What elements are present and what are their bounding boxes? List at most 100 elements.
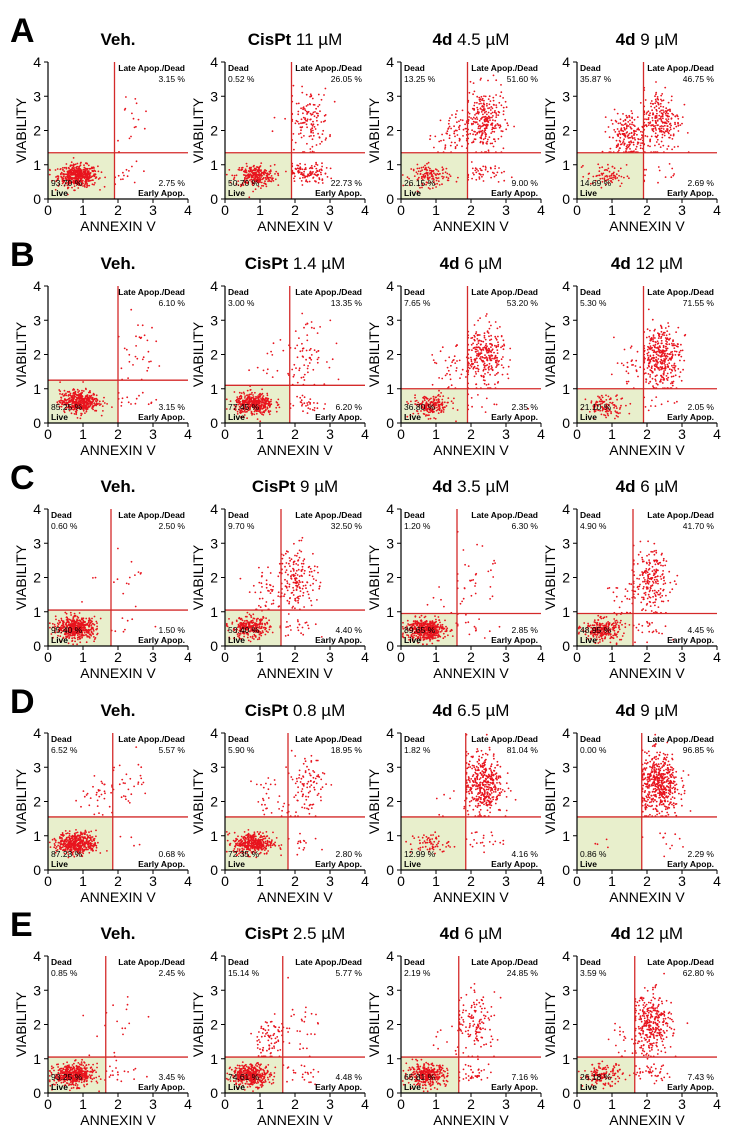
event-dot <box>325 139 327 141</box>
event-dot <box>492 112 494 114</box>
event-dot <box>442 172 444 174</box>
event-dot <box>428 418 430 420</box>
y-tick-label: 4 <box>210 278 218 294</box>
event-dot <box>486 141 488 143</box>
event-dot <box>130 309 132 311</box>
quadrant-label-early-apop: Early Apop. <box>315 412 362 422</box>
quadrant-pct-live: 36.80 % <box>404 402 436 412</box>
event-dot <box>436 410 438 412</box>
event-dot <box>76 398 78 400</box>
event-dot <box>296 396 298 398</box>
event-dot <box>133 118 135 120</box>
event-dot <box>111 406 113 408</box>
event-dot <box>84 629 86 631</box>
event-dot <box>671 113 673 115</box>
event-dot <box>92 632 94 634</box>
event-dot <box>453 125 455 127</box>
y-tick-label: 2 <box>210 123 218 139</box>
event-dot <box>71 168 73 170</box>
event-dot <box>67 618 69 620</box>
event-dot <box>503 367 505 369</box>
event-dot <box>664 132 666 134</box>
event-dot <box>86 641 88 643</box>
event-dot <box>619 408 621 410</box>
event-dot <box>270 169 272 171</box>
event-dot <box>275 407 277 409</box>
event-dot <box>308 175 310 177</box>
event-dot <box>475 134 477 136</box>
event-dot <box>95 410 97 412</box>
event-dot <box>462 110 464 112</box>
event-dot <box>668 118 670 120</box>
event-dot <box>669 127 671 129</box>
event-dot <box>480 169 482 171</box>
event-dot <box>92 623 94 625</box>
event-dot <box>435 186 437 188</box>
event-dot <box>492 131 494 133</box>
event-dot <box>625 115 627 117</box>
event-dot <box>299 367 301 369</box>
event-dot <box>297 382 299 384</box>
event-dot <box>122 172 124 174</box>
event-dot <box>495 104 497 106</box>
y-tick-label: 1 <box>386 157 394 173</box>
event-dot <box>246 175 248 177</box>
event-dot <box>624 143 626 145</box>
event-dot <box>490 351 492 353</box>
event-dot <box>620 144 622 146</box>
quadrant-pct-dead: 3.00 % <box>228 298 255 308</box>
event-dot <box>628 372 630 374</box>
event-dot <box>675 126 677 128</box>
event-dot <box>305 110 307 112</box>
event-dot <box>258 394 260 396</box>
quadrant-label-late-apop: Late Apop./Dead <box>647 63 714 73</box>
event-dot <box>293 376 295 378</box>
event-dot <box>645 372 647 374</box>
event-dot <box>623 177 625 179</box>
event-dot <box>443 411 445 413</box>
y-axis-label: VIABILITY <box>366 321 382 387</box>
event-dot <box>309 349 311 351</box>
event-dot <box>126 583 128 585</box>
event-dot <box>433 172 435 174</box>
event-dot <box>444 146 446 148</box>
event-dot <box>102 400 104 402</box>
quadrant-pct-live: 50.70 % <box>228 178 260 188</box>
event-dot <box>239 167 241 169</box>
event-dot <box>509 348 511 350</box>
event-dot <box>619 122 621 124</box>
event-dot <box>473 367 475 369</box>
event-dot <box>479 128 481 130</box>
event-dot <box>320 172 322 174</box>
quadrant-pct-live: 93.70 % <box>51 178 83 188</box>
event-dot <box>296 345 298 347</box>
event-dot <box>74 170 76 172</box>
y-tick-label: 2 <box>210 347 218 363</box>
event-dot <box>472 123 474 125</box>
panel-title: Veh. <box>28 254 208 274</box>
event-dot <box>494 110 496 112</box>
event-dot <box>681 380 683 382</box>
event-dot <box>650 106 652 108</box>
event-dot <box>629 133 631 135</box>
event-dot <box>658 337 660 339</box>
event-dot <box>270 410 272 412</box>
event-dot <box>126 349 128 351</box>
event-dot <box>258 168 260 170</box>
event-dot <box>275 178 277 180</box>
event-dot <box>60 397 62 399</box>
event-dot <box>644 118 646 120</box>
event-dot <box>454 136 456 138</box>
event-dot <box>670 176 672 178</box>
event-dot <box>439 409 441 411</box>
y-tick-label: 1 <box>386 381 394 397</box>
event-dot <box>258 175 260 177</box>
event-dot <box>121 402 123 404</box>
quadrant-label-early-apop: Early Apop. <box>667 188 714 198</box>
event-dot <box>662 118 664 120</box>
event-dot <box>620 168 622 170</box>
event-dot <box>673 347 675 349</box>
event-dot <box>662 145 664 147</box>
event-dot <box>131 561 133 563</box>
event-dot <box>310 130 312 132</box>
